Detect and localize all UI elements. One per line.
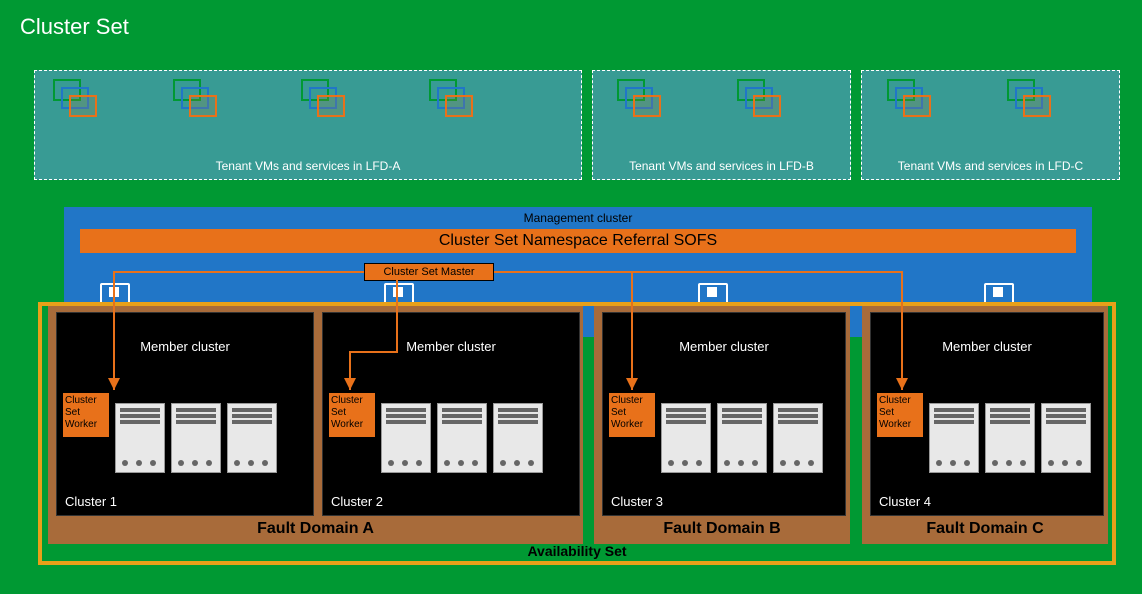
diagram-title: Cluster Set: [20, 14, 129, 40]
server-icon: [437, 403, 487, 473]
servers-2: [381, 403, 543, 473]
tenant-a-label: Tenant VMs and services in LFD-A: [35, 159, 581, 173]
cluster-4-label: Cluster 4: [879, 494, 931, 509]
mgmt-label: Management cluster: [64, 211, 1092, 225]
server-icon: [171, 403, 221, 473]
availability-set: Availability Set Fault Domain A Member c…: [38, 302, 1116, 565]
fd-a-label: Fault Domain A: [50, 520, 581, 538]
server-icon: [493, 403, 543, 473]
fault-domain-b: Fault Domain B Member cluster Cluster Se…: [594, 306, 850, 544]
member-label-2: Member cluster: [323, 339, 579, 354]
member-label-1: Member cluster: [57, 339, 313, 354]
server-icon: [929, 403, 979, 473]
cluster-1: Member cluster Cluster Set Worker Cluste…: [56, 312, 314, 516]
cluster-3-label: Cluster 3: [611, 494, 663, 509]
cluster-2-label: Cluster 2: [331, 494, 383, 509]
cluster-set-diagram: Cluster Set Tenant VMs and services in L…: [0, 0, 1142, 592]
tenant-row: Tenant VMs and services in LFD-A Tenant …: [34, 70, 1120, 180]
servers-4: [929, 403, 1091, 473]
cluster-1-label: Cluster 1: [65, 494, 117, 509]
tenant-b-label: Tenant VMs and services in LFD-B: [593, 159, 850, 173]
member-label-4: Member cluster: [871, 339, 1103, 354]
csw-4: Cluster Set Worker: [877, 393, 923, 437]
servers-3: [661, 403, 823, 473]
tenant-lfd-c: Tenant VMs and services in LFD-C: [861, 70, 1120, 180]
cluster-3: Member cluster Cluster Set Worker Cluste…: [602, 312, 846, 516]
availability-label: Availability Set: [42, 543, 1112, 559]
server-icon: [115, 403, 165, 473]
server-icon: [985, 403, 1035, 473]
csw-3: Cluster Set Worker: [609, 393, 655, 437]
servers-1: [115, 403, 277, 473]
tenant-c-label: Tenant VMs and services in LFD-C: [862, 159, 1119, 173]
tenant-lfd-b: Tenant VMs and services in LFD-B: [592, 70, 851, 180]
server-icon: [661, 403, 711, 473]
server-icon: [381, 403, 431, 473]
sofs-bar: Cluster Set Namespace Referral SOFS: [80, 229, 1076, 253]
server-icon: [1041, 403, 1091, 473]
csw-2: Cluster Set Worker: [329, 393, 375, 437]
fault-domain-a: Fault Domain A Member cluster Cluster Se…: [48, 306, 583, 544]
member-label-3: Member cluster: [603, 339, 845, 354]
fd-b-label: Fault Domain B: [596, 520, 848, 538]
cluster-set-master: Cluster Set Master: [364, 263, 494, 281]
csw-1: Cluster Set Worker: [63, 393, 109, 437]
fault-domain-c: Fault Domain C Member cluster Cluster Se…: [862, 306, 1108, 544]
server-icon: [717, 403, 767, 473]
cluster-4: Member cluster Cluster Set Worker Cluste…: [870, 312, 1104, 516]
fd-c-label: Fault Domain C: [864, 520, 1106, 538]
cluster-2: Member cluster Cluster Set Worker Cluste…: [322, 312, 580, 516]
tenant-lfd-a: Tenant VMs and services in LFD-A: [34, 70, 582, 180]
server-icon: [227, 403, 277, 473]
server-icon: [773, 403, 823, 473]
